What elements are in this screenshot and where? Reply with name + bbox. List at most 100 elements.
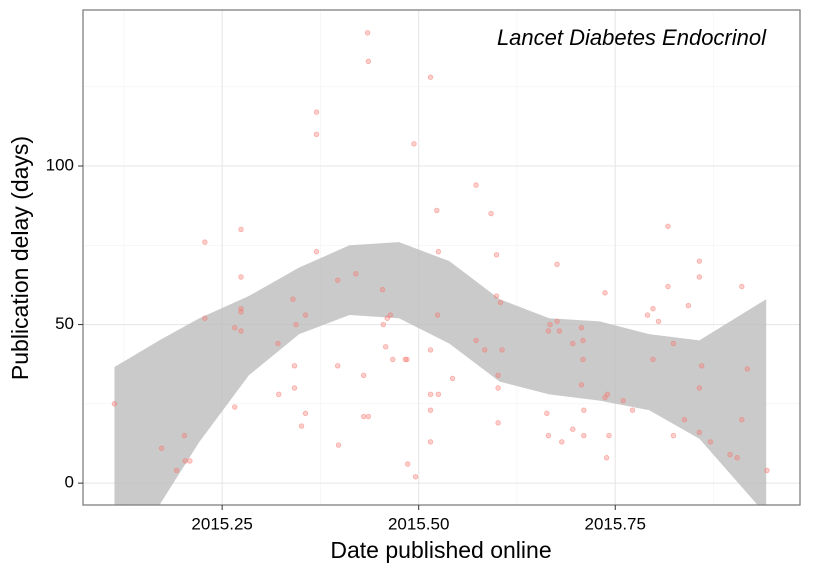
data-point: [620, 397, 626, 404]
data-point: [665, 283, 671, 290]
data-point: [696, 429, 703, 436]
data-point: [696, 274, 703, 280]
data-point: [290, 296, 296, 302]
data-point: [390, 356, 396, 363]
data-point: [554, 261, 560, 268]
data-point: [681, 416, 688, 423]
data-point: [293, 321, 299, 328]
data-point: [670, 432, 677, 439]
annotation: Lancet Diabetes Endocrinol: [497, 25, 767, 50]
data-point: [559, 439, 565, 445]
data-point: [495, 420, 501, 426]
data-point: [181, 432, 188, 439]
data-point: [379, 286, 386, 293]
data-point: [291, 363, 298, 369]
data-point: [382, 344, 389, 350]
data-point: [570, 340, 576, 347]
data-point: [580, 356, 586, 363]
data-point: [493, 293, 500, 299]
data-point: [238, 328, 244, 334]
data-point: [411, 141, 417, 147]
data-point: [412, 474, 419, 480]
grid: [83, 10, 800, 505]
data-point: [545, 328, 552, 334]
data-point: [173, 467, 180, 474]
data-point: [387, 312, 394, 318]
data-point: [570, 426, 576, 432]
panel-border: [82, 9, 801, 506]
data-point: [427, 439, 434, 445]
data-point: [707, 439, 714, 445]
data-point: [365, 413, 372, 420]
data-point: [650, 356, 656, 363]
data-point: [473, 337, 479, 344]
data-point: [578, 382, 585, 388]
data-point: [384, 315, 390, 321]
data-point: [335, 442, 342, 448]
plot-area: [111, 30, 770, 505]
data-point: [581, 432, 587, 439]
data-point: [298, 423, 305, 429]
data-point: [427, 391, 434, 398]
y-axis-label: Publication delay (days): [7, 136, 33, 380]
data-point: [238, 226, 244, 233]
data-point: [495, 372, 501, 379]
data-point: [158, 445, 165, 451]
data-point: [744, 366, 751, 372]
data-point: [335, 277, 341, 283]
data-point: [734, 455, 740, 461]
data-point: [629, 407, 636, 413]
data-point: [434, 312, 441, 318]
data-point: [554, 318, 560, 325]
data-point: [364, 30, 371, 36]
data-point: [302, 410, 309, 417]
axes: 2015.25 2015.50 2015.75 0 50 100: [46, 155, 646, 533]
data-point: [650, 306, 656, 312]
data-point: [202, 239, 208, 245]
data-point: [493, 252, 500, 258]
data-point: [685, 302, 692, 309]
data-point: [404, 461, 411, 467]
data-point: [497, 299, 504, 306]
data-point: [435, 391, 442, 398]
data-point: [360, 372, 367, 379]
data-point: [665, 223, 671, 229]
data-point: [232, 404, 238, 410]
data-point: [313, 248, 320, 255]
data-point: [434, 207, 440, 214]
data-point: [380, 321, 387, 328]
data-point: [739, 283, 745, 290]
data-point: [602, 290, 608, 296]
data-point: [187, 458, 193, 464]
data-point: [699, 363, 705, 369]
data-point: [276, 391, 282, 398]
data-point: [547, 321, 553, 328]
data-point: [202, 315, 208, 321]
data-point: [604, 391, 611, 398]
data-point: [545, 432, 552, 439]
data-point: [482, 347, 488, 353]
data-point: [449, 375, 456, 382]
data-point: [580, 337, 586, 344]
data-point: [556, 328, 563, 334]
data-point: [404, 356, 410, 363]
data-point: [670, 340, 677, 347]
data-point: [644, 312, 651, 318]
y-tick-label: 0: [65, 473, 74, 492]
data-point: [275, 340, 281, 347]
confidence-band: [114, 242, 767, 505]
data-point: [335, 363, 341, 369]
data-point: [544, 410, 550, 417]
data-point: [739, 416, 745, 423]
data-point: [499, 347, 505, 353]
y-tick-label: 50: [55, 314, 74, 333]
data-point: [313, 131, 320, 138]
data-point: [435, 248, 442, 255]
data-point: [606, 432, 612, 439]
data-point: [427, 347, 434, 353]
y-tick-label: 100: [46, 155, 74, 174]
data-point: [727, 451, 733, 458]
x-axis-label: Date published online: [330, 537, 551, 563]
